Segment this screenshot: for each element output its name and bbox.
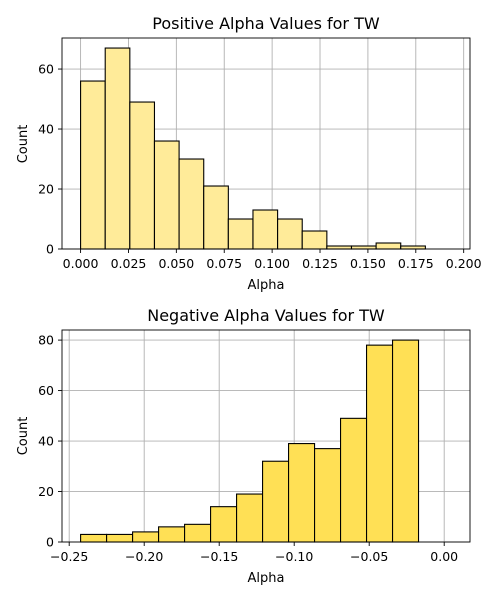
histogram-bar: [262, 460, 290, 543]
histogram-bar: [252, 209, 279, 250]
x-tick-label: 0.050: [158, 256, 194, 271]
x-tick-label: −0.15: [200, 549, 238, 564]
y-tick-label: 40: [38, 122, 54, 137]
chart-title: Negative Alpha Values for TW: [147, 306, 385, 325]
histogram-bar: [203, 185, 229, 250]
x-tick-label: 0.025: [111, 256, 147, 271]
histogram-bar: [288, 443, 316, 543]
histogram-bar: [375, 242, 402, 250]
chart-title: Positive Alpha Values for TW: [152, 14, 380, 33]
y-axis-label: Count: [16, 417, 31, 456]
y-tick-label: 60: [38, 62, 54, 77]
histogram-bar: [314, 448, 342, 543]
y-tick-label: 80: [38, 333, 54, 348]
chart-panel-positive: Positive Alpha Values for TW 0.000 0.025 0…: [16, 14, 482, 293]
histogram-bar: [210, 506, 238, 543]
x-tick-label: 0.200: [446, 256, 482, 271]
histogram-bar: [339, 417, 368, 543]
plot-frame: [61, 37, 471, 250]
y-tick-label: 20: [38, 484, 54, 499]
plot-frame: [61, 329, 471, 543]
histogram-bar: [178, 158, 205, 250]
bar-series: [80, 47, 426, 250]
histogram-bar: [158, 526, 186, 543]
axis-ticks: 0.000 0.025 0.050 0.075 0.100 0.125 0.150 0.175…: [38, 62, 482, 271]
x-tick-label: 0.00: [430, 549, 458, 564]
x-tick-label: 0.175: [398, 256, 434, 271]
x-tick-label: 0.075: [206, 256, 242, 271]
x-tick-label: 0.100: [254, 256, 290, 271]
histogram-bar: [80, 80, 106, 250]
histogram-bar: [391, 339, 420, 543]
x-tick-label: −0.20: [125, 549, 163, 564]
x-tick-label: −0.05: [350, 549, 388, 564]
x-tick-label: −0.10: [275, 549, 313, 564]
y-tick-label: 0: [46, 535, 54, 550]
axis-ticks: −0.25 −0.20 −0.15 −0.10 −0.05 0.00 0 20 40 60 80: [38, 333, 458, 564]
histogram-bar: [184, 523, 212, 543]
histogram-bar: [80, 533, 108, 543]
chart-panel-negative: Negative Alpha Values for TW −0.25 −0.20−…: [16, 306, 471, 586]
y-tick-label: 20: [38, 182, 54, 197]
y-tick-label: 0: [46, 242, 54, 257]
x-tick-label: 0.150: [350, 256, 386, 271]
x-axis-label: Alpha: [248, 571, 285, 586]
histogram-bar: [129, 101, 156, 250]
histogram-bar: [365, 344, 394, 543]
histogram-bar: [227, 218, 254, 250]
histogram-bar: [236, 493, 264, 543]
histogram-bar: [301, 230, 328, 250]
histogram-bar: [104, 47, 131, 250]
histogram-bar: [132, 531, 160, 543]
bar-series: [80, 339, 420, 543]
histogram-bar: [277, 218, 303, 250]
histogram-bar: [153, 140, 180, 250]
y-tick-label: 60: [38, 383, 54, 398]
x-axis-label: Alpha: [248, 278, 285, 293]
x-tick-label: 0.000: [63, 256, 99, 271]
histogram-bar: [106, 533, 134, 543]
y-axis-label: Count: [16, 125, 31, 164]
x-tick-label: −0.25: [50, 549, 88, 564]
y-tick-label: 40: [38, 434, 54, 449]
x-tick-label: 0.125: [302, 256, 338, 271]
